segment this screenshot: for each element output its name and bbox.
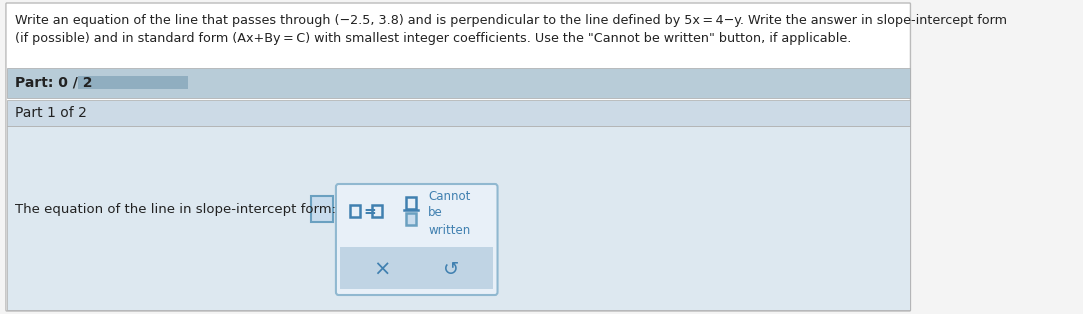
- FancyBboxPatch shape: [336, 184, 497, 295]
- Text: =: =: [363, 203, 376, 219]
- Text: Write an equation of the line that passes through (−2.5, 3.8) and is perpendicul: Write an equation of the line that passe…: [15, 14, 1007, 27]
- FancyBboxPatch shape: [373, 205, 382, 217]
- Text: ×: ×: [374, 259, 391, 279]
- FancyBboxPatch shape: [406, 213, 416, 225]
- Text: ↺: ↺: [443, 260, 459, 279]
- FancyBboxPatch shape: [406, 197, 416, 209]
- Text: Part: 0 / 2: Part: 0 / 2: [15, 76, 93, 90]
- Bar: [6, 126, 910, 310]
- Bar: [340, 247, 493, 289]
- Text: Part 1 of 2: Part 1 of 2: [15, 106, 87, 120]
- Text: The equation of the line in slope-intercept form:: The equation of the line in slope-interc…: [15, 203, 336, 216]
- Text: (if possible) and in standard form (Ax+By = C) with smallest integer coefficient: (if possible) and in standard form (Ax+B…: [15, 32, 851, 45]
- FancyBboxPatch shape: [311, 196, 332, 222]
- Bar: [6, 100, 910, 126]
- Bar: [78, 76, 187, 89]
- FancyBboxPatch shape: [350, 205, 361, 217]
- FancyBboxPatch shape: [5, 3, 911, 311]
- Bar: [6, 68, 910, 98]
- Text: Cannot
be
written: Cannot be written: [428, 190, 470, 236]
